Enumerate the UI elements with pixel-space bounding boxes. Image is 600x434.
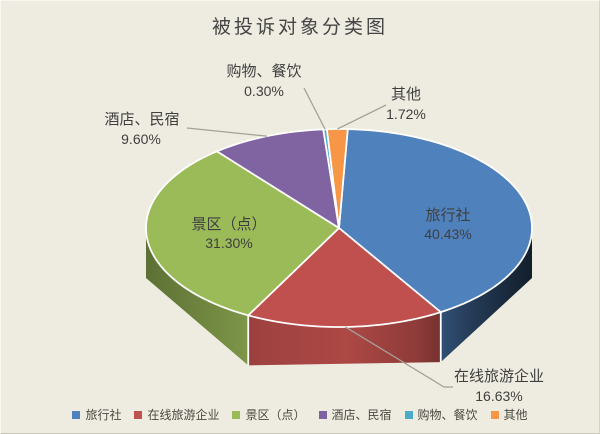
legend-swatch [318, 410, 327, 419]
legend-label: 在线旅游企业 [147, 408, 220, 422]
legend-swatch [134, 410, 143, 419]
legend-item-2: 景区（点） [232, 406, 306, 423]
legend-item-5: 其他 [490, 406, 528, 423]
slice-label-2-name: 景区（点） [191, 216, 266, 233]
pie-slice-0 [338, 128, 533, 313]
leader-line-3 [186, 127, 267, 137]
legend-swatch [404, 410, 413, 419]
leader-line-4 [303, 87, 326, 130]
legend-item-3: 酒店、民宿 [318, 406, 392, 423]
legend-label: 购物、餐饮 [417, 408, 478, 422]
slice-label-1-name: 在线旅游企业 [454, 367, 544, 385]
legend-label: 旅行社 [85, 408, 122, 422]
chart-legend: 旅行社 在线旅游企业 景区（点） 酒店、民宿 购物、餐饮 其他 [1, 406, 599, 423]
slice-label-2-percent: 31.30% [205, 235, 252, 251]
legend-swatch [72, 410, 81, 419]
slice-label-4-percent: 0.30% [244, 83, 284, 99]
chart-title: 被投诉对象分类图 [211, 17, 388, 38]
legend-label: 其他 [503, 408, 528, 422]
slice-label-0-percent: 40.43% [424, 226, 471, 242]
slice-label-3-percent: 9.60% [121, 131, 161, 147]
legend-swatch [232, 410, 241, 419]
slice-label-1-percent: 16.63% [475, 388, 522, 404]
pie-slice-3 [216, 128, 340, 229]
slice-label-4-name: 购物、餐饮 [226, 63, 301, 80]
legend-item-4: 购物、餐饮 [404, 406, 478, 423]
leader-line-1 [345, 326, 453, 388]
slice-label-5-percent: 1.72% [386, 106, 426, 122]
pie-slice-2 [145, 150, 340, 317]
slice-label-3-name: 酒店、民宿 [104, 111, 179, 128]
slice-label-0-name: 旅行社 [425, 207, 470, 224]
leader-line-5 [337, 104, 387, 130]
pie-slice-wall-1 [248, 312, 441, 366]
legend-item-1: 在线旅游企业 [134, 406, 219, 423]
legend-item-0: 旅行社 [72, 406, 121, 423]
pie-slice-wall-2 [146, 228, 249, 366]
slice-label-5-name: 其他 [391, 86, 421, 103]
pie-slice-wall-0 [440, 228, 532, 363]
legend-label: 景区（点） [245, 408, 306, 422]
legend-label: 酒店、民宿 [331, 408, 392, 422]
legend-swatch [490, 410, 499, 419]
